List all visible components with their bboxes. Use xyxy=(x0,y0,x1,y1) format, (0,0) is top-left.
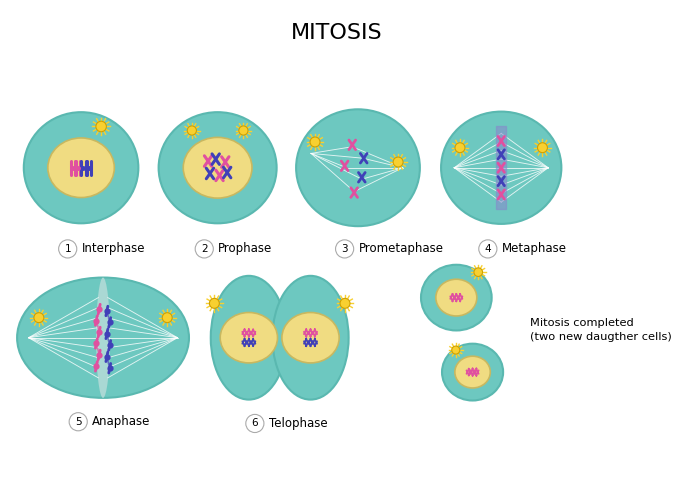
Circle shape xyxy=(162,313,172,323)
Text: 2: 2 xyxy=(201,244,208,254)
Circle shape xyxy=(246,414,264,433)
Text: 1: 1 xyxy=(64,244,71,254)
Text: Interphase: Interphase xyxy=(82,243,145,255)
Circle shape xyxy=(239,126,248,135)
Ellipse shape xyxy=(17,278,189,398)
Ellipse shape xyxy=(24,112,139,223)
Circle shape xyxy=(393,157,403,167)
Text: Mitosis completed
(two new daugther cells): Mitosis completed (two new daugther cell… xyxy=(530,318,671,342)
Text: 6: 6 xyxy=(251,418,258,428)
Circle shape xyxy=(195,240,214,258)
Bar xyxy=(496,126,507,209)
Text: 5: 5 xyxy=(75,417,81,427)
Ellipse shape xyxy=(272,276,349,400)
Text: Telophase: Telophase xyxy=(269,417,328,430)
Ellipse shape xyxy=(220,313,277,363)
Circle shape xyxy=(69,412,88,431)
Circle shape xyxy=(335,240,354,258)
Ellipse shape xyxy=(296,109,420,226)
Text: Prometaphase: Prometaphase xyxy=(358,243,444,255)
Circle shape xyxy=(310,137,320,147)
Text: 4: 4 xyxy=(484,244,491,254)
Text: 3: 3 xyxy=(342,244,348,254)
Ellipse shape xyxy=(159,112,276,223)
Circle shape xyxy=(209,298,219,308)
Text: Anaphase: Anaphase xyxy=(92,415,150,428)
Circle shape xyxy=(538,143,547,153)
Text: MITOSIS: MITOSIS xyxy=(291,23,383,43)
Circle shape xyxy=(452,346,460,354)
Circle shape xyxy=(479,240,497,258)
Circle shape xyxy=(340,298,350,308)
Ellipse shape xyxy=(441,112,561,224)
Ellipse shape xyxy=(442,344,503,401)
Circle shape xyxy=(59,240,77,258)
Ellipse shape xyxy=(96,278,110,398)
Ellipse shape xyxy=(436,279,477,316)
Circle shape xyxy=(455,143,465,153)
Ellipse shape xyxy=(421,265,491,330)
Circle shape xyxy=(96,121,106,132)
Text: Prophase: Prophase xyxy=(218,243,272,255)
Circle shape xyxy=(34,313,44,323)
Circle shape xyxy=(474,268,482,277)
Ellipse shape xyxy=(282,313,340,363)
Ellipse shape xyxy=(48,138,114,198)
Circle shape xyxy=(188,126,197,135)
Ellipse shape xyxy=(211,276,287,400)
Ellipse shape xyxy=(183,137,252,198)
Text: Metaphase: Metaphase xyxy=(502,243,567,255)
Ellipse shape xyxy=(455,356,490,388)
